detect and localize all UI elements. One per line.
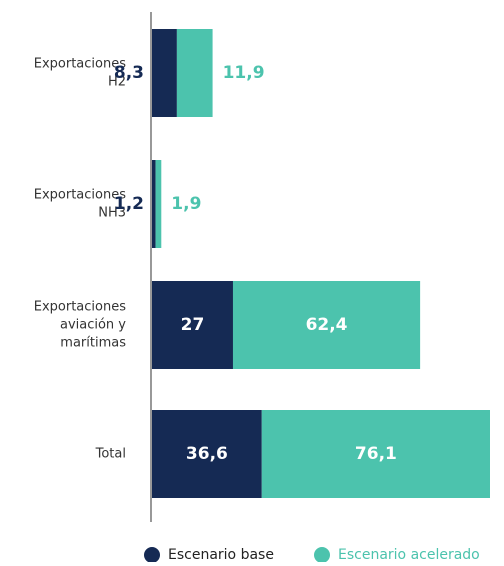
value-label: 76,1 [355,444,397,464]
value-label: 36,6 [186,444,228,464]
bar-segment [155,160,162,248]
value-label: 1,9 [171,194,201,214]
legend-label: Escenario acelerado [338,547,480,562]
legend-swatch [314,547,330,563]
bar-segment [152,410,262,498]
legend-label: Escenario base [168,547,274,562]
category-label: Total [95,447,126,462]
category-label: aviación y [60,318,126,333]
value-label: 8,3 [114,63,144,83]
value-label: 1,2 [114,194,144,214]
category-label: H2 [108,75,126,90]
value-label: 62,4 [306,315,348,335]
bar-segment [152,281,233,369]
value-label: 27 [181,315,205,335]
bar-segment [152,29,177,117]
bar-segment [176,29,213,117]
bar-segment [152,160,156,248]
legend-swatch [144,547,160,563]
bar-segment [261,410,490,498]
value-label: 11,9 [223,63,265,83]
category-label: Exportaciones [34,57,126,72]
category-label: Exportaciones [34,300,126,315]
bar-segment [232,281,421,369]
category-label: Exportaciones [34,188,126,203]
category-label: NH3 [98,206,126,221]
category-label: marítimas [60,336,126,351]
